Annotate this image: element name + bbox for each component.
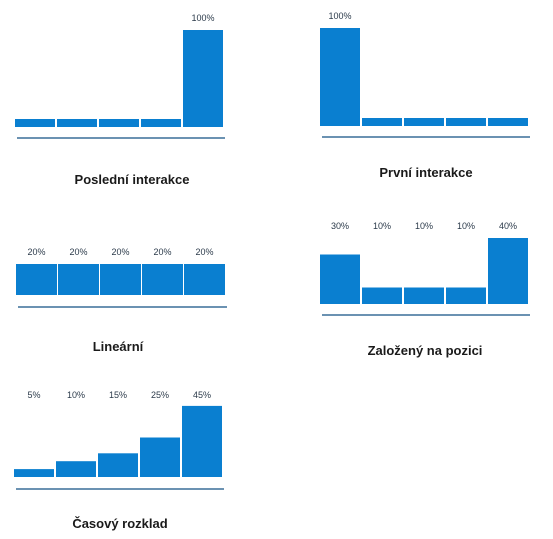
bar (404, 287, 444, 304)
bar (320, 254, 360, 304)
data-label: 30% (331, 221, 349, 231)
chart-title: Časový rozklad (72, 516, 167, 531)
chart-panel-2: 100% První interakce (320, 11, 530, 180)
data-label: 15% (109, 390, 127, 400)
bar (14, 469, 54, 477)
bar (142, 264, 183, 295)
bar (98, 453, 138, 477)
data-label: 40% (499, 221, 517, 231)
data-label: 20% (69, 247, 87, 257)
data-label: 10% (373, 221, 391, 231)
bar (16, 264, 57, 295)
chart-panel-4: 30% 10% 10% 10% 40% Založený na pozici (320, 221, 530, 358)
bar (184, 264, 225, 295)
chart-title: Založený na pozici (368, 343, 483, 358)
data-label: 25% (151, 390, 169, 400)
bar (141, 119, 181, 127)
bar (362, 287, 402, 304)
bar (183, 30, 223, 127)
bar (57, 119, 97, 127)
bar (58, 264, 99, 295)
bar (100, 264, 141, 295)
data-label: 20% (27, 247, 45, 257)
bar (362, 118, 402, 126)
bar (404, 118, 444, 126)
chart-title: Lineární (93, 339, 144, 354)
chart-panel-5: 5% 10% 15% 25% 45% Časový rozklad (14, 390, 224, 531)
data-label: 100% (328, 11, 351, 21)
bar (446, 118, 486, 126)
data-label: 10% (415, 221, 433, 231)
data-label: 10% (67, 390, 85, 400)
data-label: 45% (193, 390, 211, 400)
data-label: 100% (191, 13, 214, 23)
bar (488, 118, 528, 126)
bar (182, 405, 222, 477)
data-label: 20% (195, 247, 213, 257)
bar (99, 119, 139, 127)
data-label: 20% (111, 247, 129, 257)
data-label: 5% (27, 390, 40, 400)
bar (320, 28, 360, 126)
bar (56, 461, 96, 477)
data-label: 10% (457, 221, 475, 231)
chart-panel-1: 100% Poslední interakce (15, 13, 225, 187)
bar (140, 437, 180, 477)
bar (446, 287, 486, 304)
data-label: 20% (153, 247, 171, 257)
bar (15, 119, 55, 127)
chart-title: První interakce (379, 165, 472, 180)
chart-panel-3: 20% 20% 20% 20% 20% Lineární (16, 247, 227, 354)
bar (488, 238, 528, 304)
chart-title: Poslední interakce (75, 172, 190, 187)
